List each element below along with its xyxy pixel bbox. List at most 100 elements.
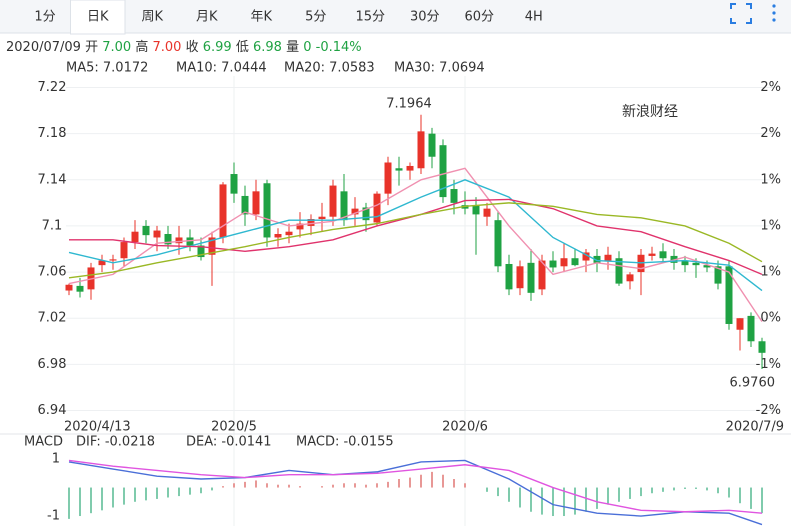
quote-value: 6.98 (253, 40, 282, 55)
candle-body (604, 254, 612, 261)
quote-change: -0.14% (316, 40, 362, 55)
macd-y-tick-label: 1 (52, 452, 60, 467)
candle-body (692, 262, 700, 266)
candle-body (351, 208, 359, 215)
candle-body (417, 131, 425, 169)
macd-legend-entry: DEA: -0.0141 (186, 435, 272, 450)
candle-body (197, 245, 205, 258)
candle-body (329, 185, 337, 217)
macd-legend-entry: MACD: -0.0155 (296, 435, 394, 450)
x-tick-label: 2020/7/9 (726, 420, 784, 435)
tab[interactable]: 30分 (410, 10, 440, 25)
candle-body (76, 285, 84, 292)
quote-value: 0 (303, 40, 311, 55)
candle-body (406, 165, 414, 171)
more-icon[interactable] (772, 4, 776, 22)
quote-line: 2020/07/09 开 7.00 高 7.00 收 6.99 低 6.98 量… (6, 39, 362, 55)
ma-line (68, 202, 763, 279)
candle-body (648, 253, 656, 256)
candle-body (263, 183, 271, 238)
candle-body (120, 242, 128, 259)
candle-body (318, 216, 326, 220)
candle-body (219, 184, 227, 238)
candle-body (340, 191, 348, 221)
quote-label: 开 (85, 40, 98, 55)
y-tick-label: 7.1 (42, 218, 63, 233)
toolbar (0, 0, 791, 33)
quote-label: 高 (135, 39, 148, 55)
candle-body (241, 195, 249, 215)
quote-date: 2020/07/09 (6, 40, 81, 55)
candle-body (373, 193, 381, 223)
candle-body (560, 258, 568, 267)
candle-body (142, 225, 150, 236)
candle-body (714, 266, 722, 284)
quote-value: 7.00 (102, 40, 131, 55)
x-tick-label: 2020/4/13 (64, 420, 131, 435)
candle-body (516, 266, 524, 289)
y2-tick-label: 1% (760, 218, 781, 233)
candle-body (98, 260, 106, 266)
candle-body (758, 341, 766, 353)
y2-tick-label: 0% (760, 311, 781, 326)
annotation: 6.9760 (730, 375, 776, 390)
quote-value: 7.00 (152, 40, 181, 55)
candle-body (65, 284, 73, 291)
tab[interactable]: 15分 (355, 10, 385, 25)
tab[interactable]: 日K (87, 10, 109, 25)
candle-body (736, 318, 744, 330)
macd-legend-entry: DIF: -0.0218 (76, 435, 155, 450)
candle-body (285, 231, 293, 236)
candle-body (274, 234, 282, 238)
candle-body (131, 231, 139, 243)
tab[interactable]: 月K (196, 10, 218, 25)
y-tick-label: 6.98 (38, 357, 67, 372)
candle-body (659, 251, 667, 259)
tab[interactable]: 1分 (34, 10, 55, 25)
ma-line (68, 167, 763, 323)
candle-body (252, 191, 260, 215)
candle-body (307, 219, 315, 226)
tab[interactable]: 60分 (464, 10, 494, 25)
candle-body (164, 234, 172, 245)
candle-body (296, 223, 304, 230)
quote-label: 收 (186, 40, 199, 55)
candle-body (472, 205, 480, 215)
quote-label: 量 (286, 40, 299, 55)
legend-entry: MA30: 7.0694 (394, 61, 485, 76)
candle-body (175, 237, 183, 244)
tab[interactable]: 周K (141, 10, 163, 25)
tab[interactable]: 5分 (305, 10, 326, 25)
y2-tick-label: -2% (756, 403, 781, 418)
macd-line (68, 459, 763, 514)
ma-line (69, 198, 763, 276)
candle-body (450, 189, 458, 203)
y2-tick-label: -1% (756, 357, 781, 372)
y-tick-label: 7.02 (38, 311, 67, 326)
legend-entry: MA5: 7.0172 (66, 61, 148, 76)
y2-tick-label: 2% (760, 126, 781, 141)
candle-body (681, 260, 689, 266)
y-tick-label: 6.94 (38, 403, 67, 418)
ma-line (68, 179, 763, 292)
candle-body (230, 174, 238, 194)
candle-body (703, 265, 711, 268)
tab[interactable]: 年K (250, 10, 272, 25)
y-tick-label: 7.22 (38, 80, 67, 95)
y2-tick-label: 2% (760, 80, 781, 95)
candle-body (725, 266, 733, 324)
candle-body (439, 145, 447, 198)
candle-body (428, 133, 436, 157)
candle-body (571, 258, 579, 266)
macd-title: MACD (24, 435, 63, 450)
candle-body (505, 263, 513, 290)
y-tick-label: 7.18 (38, 126, 67, 141)
expand-icon[interactable] (730, 3, 752, 24)
macd-line (68, 459, 763, 526)
watermark: 新浪财经 (622, 104, 678, 120)
legend-entry: MA20: 7.0583 (284, 61, 375, 76)
candle-body (109, 259, 117, 261)
quote-label: 低 (236, 40, 249, 55)
quote-value: 6.99 (203, 40, 232, 55)
tab[interactable]: 4H (525, 10, 543, 25)
